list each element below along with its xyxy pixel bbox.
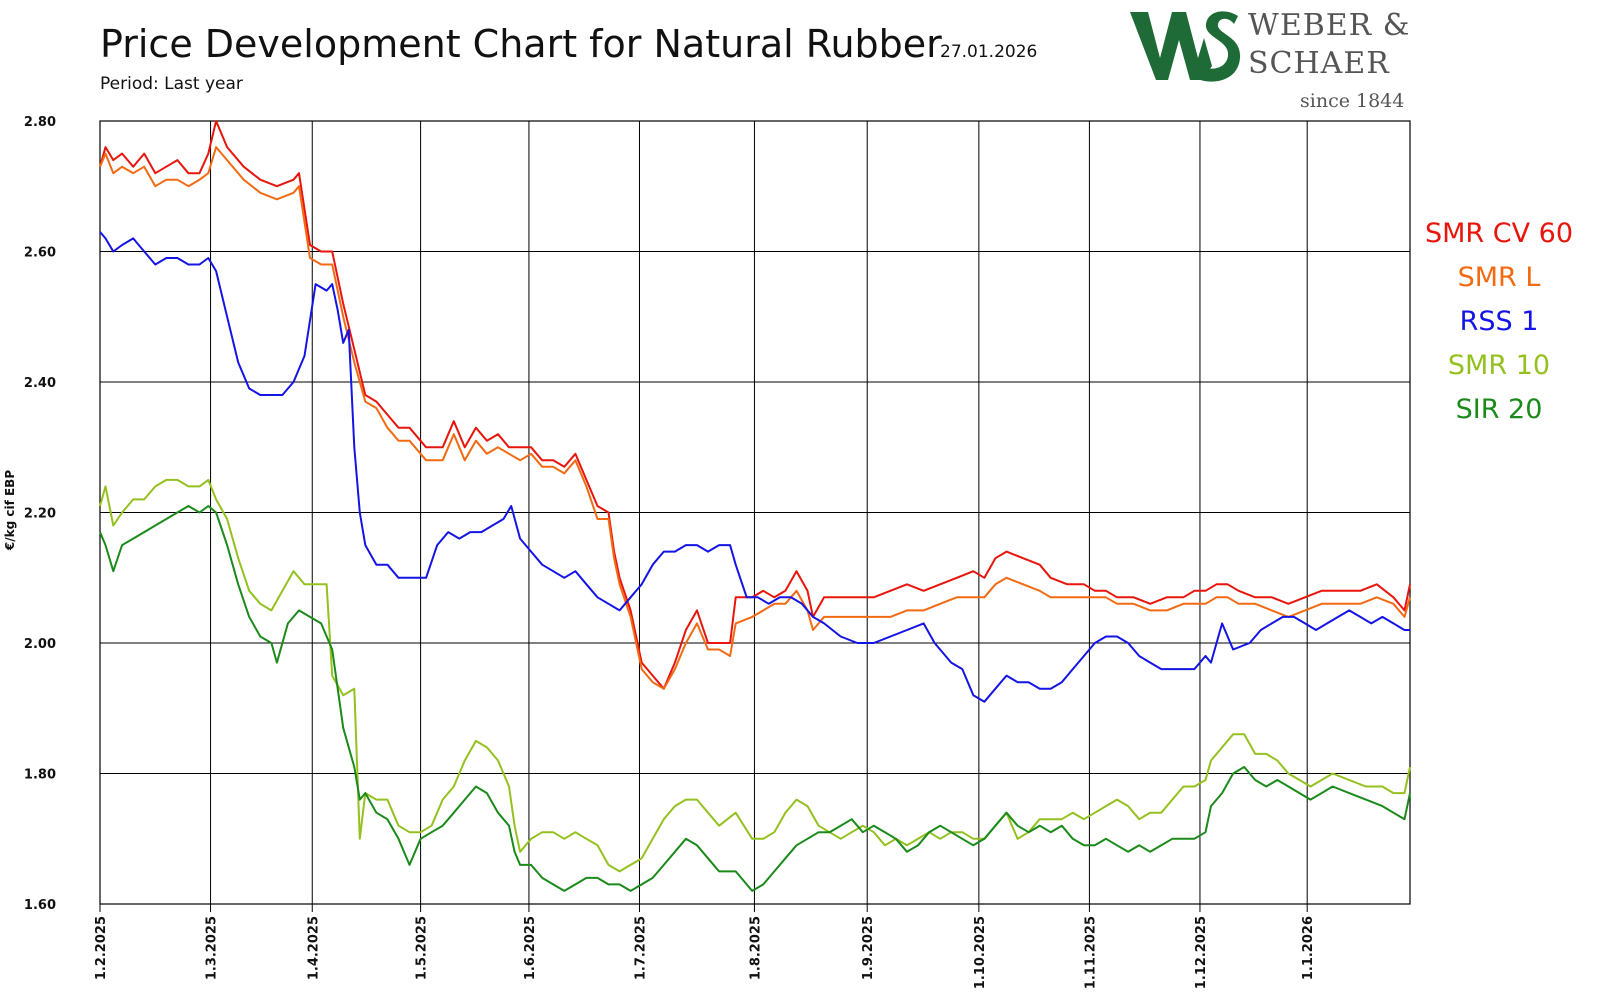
ws-monogram-icon (1130, 11, 1241, 82)
legend-item-smr-10: SMR 10 (1447, 350, 1551, 381)
period-subtitle: Period: Last year (100, 74, 243, 94)
legend-item-sir-20: SIR 20 (1455, 394, 1543, 425)
series-line-sir-20 (99, 505, 1411, 892)
logo-text-since: since 1844 (1300, 90, 1405, 112)
weber-schaer-logo: WEBER & SCHAER since 1844 (1130, 6, 1410, 116)
legend: SMR CV 60 SMR L RSS 1 SMR 10 SIR 20 (1400, 212, 1598, 432)
series-line-smr-l (99, 146, 1411, 690)
logo-text-weber: WEBER & (1248, 8, 1411, 43)
report-date: 27.01.2026 (940, 42, 1038, 62)
y-tick-label: 2.60 (24, 246, 56, 261)
y-tick-label: 1.60 (24, 898, 56, 913)
x-tick-label: 1.12.2025 (1194, 916, 1209, 989)
logo-text-schaer: SCHAER (1248, 46, 1390, 81)
x-tick-label: 1.8.2025 (748, 916, 763, 980)
legend-item-smr-cv-60: SMR CV 60 (1424, 218, 1574, 249)
x-tick-label: 1.4.2025 (306, 916, 321, 980)
y-tick-label: 1.80 (24, 768, 56, 783)
legend-item-rss-1: RSS 1 (1459, 306, 1539, 337)
y-tick-label: 2.00 (24, 637, 56, 652)
x-tick-label: 1.3.2025 (205, 916, 220, 980)
series-line-smr-10 (99, 478, 1411, 873)
x-tick-label: 1.9.2025 (861, 916, 876, 980)
x-tick-label: 1.2.2025 (94, 916, 109, 980)
x-tick-label: 1.11.2025 (1083, 916, 1098, 989)
y-tick-label: 2.40 (24, 376, 56, 391)
chart-title: Price Development Chart for Natural Rubb… (100, 22, 942, 66)
y-tick-label: 2.20 (24, 507, 56, 522)
y-axis-label: €/kg cif EBP (3, 470, 17, 551)
series-line-smr-cv-60 (99, 120, 1411, 690)
x-tick-label: 1.10.2025 (973, 916, 988, 989)
x-tick-label: 1.5.2025 (415, 916, 430, 980)
x-tick-label: 1.1.2026 (1301, 916, 1316, 980)
x-tick-label: 1.7.2025 (633, 916, 648, 980)
legend-item-smr-l: SMR L (1457, 262, 1541, 293)
series-line-rss-1 (99, 231, 1410, 703)
x-tick-label: 1.6.2025 (523, 916, 538, 980)
y-tick-label: 2.80 (24, 115, 56, 130)
